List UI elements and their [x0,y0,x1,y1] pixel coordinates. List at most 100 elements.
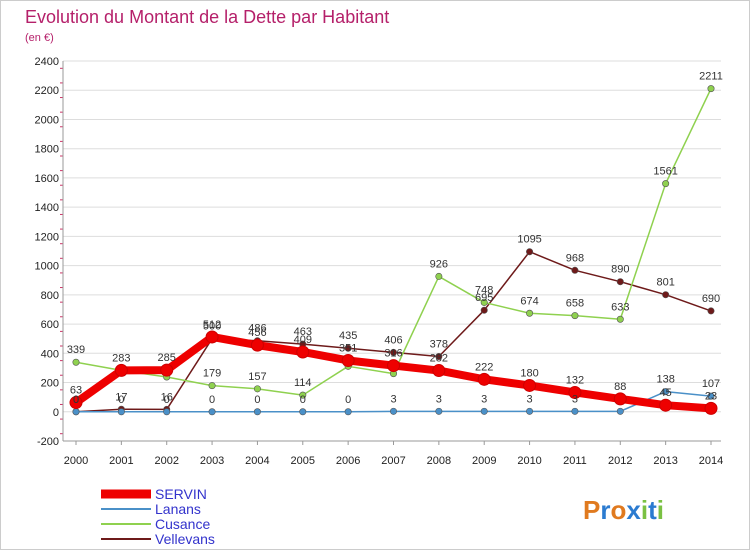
data-point-servin [250,338,264,352]
data-point-lanans [526,407,534,415]
data-label: 3 [436,393,442,405]
data-label: 409 [294,334,312,346]
y-tick-label: 2400 [35,56,59,68]
data-label: 45 [660,387,672,399]
data-point-vellevans [526,248,534,256]
data-label: 801 [656,277,674,289]
data-label: 17 [115,391,127,403]
legend-label: Vellevans [155,531,215,547]
legend-label: SERVIN [155,486,207,502]
data-point-cusance [435,272,443,280]
proxiti-logo: Proxiti [583,495,664,525]
data-label: 658 [566,298,584,310]
x-tick-label: 2001 [109,455,133,467]
data-point-servin [205,330,219,344]
data-point-lanans [253,408,261,416]
data-label: 0 [345,394,351,406]
data-label: 1095 [517,234,541,246]
data-label: 926 [430,258,448,270]
data-label: 180 [520,367,538,379]
data-label: 339 [67,344,85,356]
data-point-vellevans [707,307,715,315]
data-label: 3 [527,393,533,405]
data-label: 674 [520,295,538,307]
y-tick-label: 200 [41,378,59,390]
data-point-servin [69,396,83,410]
data-point-cusance [707,85,715,93]
data-label: 456 [248,327,266,339]
data-point-lanans [662,388,670,396]
data-point-lanans [571,407,579,415]
axes: -200020040060080010001200140016001800200… [35,56,724,467]
x-tick-label: 2004 [245,455,269,467]
data-point-vellevans [616,278,624,286]
legend-label: Cusance [155,516,210,532]
data-point-servin [387,359,400,373]
y-tick-label: 2000 [35,114,59,126]
data-label: 222 [475,361,493,373]
data-point-vellevans [435,353,443,361]
data-label: 1561 [653,166,677,178]
data-point-servin [704,401,718,415]
data-label: 463 [294,326,312,338]
data-label: 0 [118,394,124,406]
data-label: 285 [158,352,176,364]
series-group [69,85,718,416]
y-tick-label: 600 [41,319,59,331]
data-label: 690 [702,293,720,305]
y-tick-label: 2200 [35,85,59,97]
data-label: 3 [481,393,487,405]
data-point-cusance [480,298,488,306]
data-point-lanans [208,408,216,416]
x-tick-label: 2011 [563,455,587,467]
y-tick-label: -200 [37,436,59,448]
data-point-vellevans [389,348,397,356]
data-label: 695 [475,292,493,304]
data-label: 0 [164,394,170,406]
data-point-cusance [253,385,261,393]
data-point-servin [613,392,627,406]
data-label: 88 [614,381,626,393]
chart-subtitle: (en €) [25,32,54,44]
y-tick-label: 400 [41,348,59,360]
data-point-lanans [389,407,397,415]
data-label: 0 [73,394,79,406]
data-point-servin [296,345,310,359]
data-point-vellevans [480,306,488,314]
data-label: 406 [384,334,402,346]
data-label: 179 [203,368,221,380]
data-point-servin [341,353,355,367]
y-tick-label: 0 [53,407,59,419]
x-tick-label: 2002 [154,455,178,467]
x-tick-label: 2000 [64,455,88,467]
data-point-lanans [707,392,715,400]
data-point-cusance [526,309,534,317]
y-tick-label: 1400 [35,202,59,214]
data-label: 157 [248,371,266,383]
data-label: 351 [339,342,357,354]
y-tick-label: 800 [41,290,59,302]
data-point-lanans [435,407,443,415]
logo-text: Proxiti [583,495,664,525]
data-label: 0 [73,394,79,406]
x-tick-label: 2012 [608,455,632,467]
x-tick-label: 2010 [517,455,541,467]
data-label: 23 [705,390,717,402]
y-tick-label: 1000 [35,261,59,273]
data-label: 132 [566,374,584,386]
data-point-servin [523,378,537,392]
x-tick-label: 2014 [699,455,723,467]
chart-title: Evolution du Montant de la Dette par Hab… [25,7,389,27]
x-tick-label: 2005 [291,455,315,467]
y-tick-label: 1600 [35,173,59,185]
data-label: 378 [430,339,448,351]
data-point-lanans [344,408,352,416]
data-point-cusance [662,180,670,188]
data-point-cusance [571,312,579,320]
x-tick-label: 2007 [381,455,405,467]
data-label: 138 [656,374,674,386]
